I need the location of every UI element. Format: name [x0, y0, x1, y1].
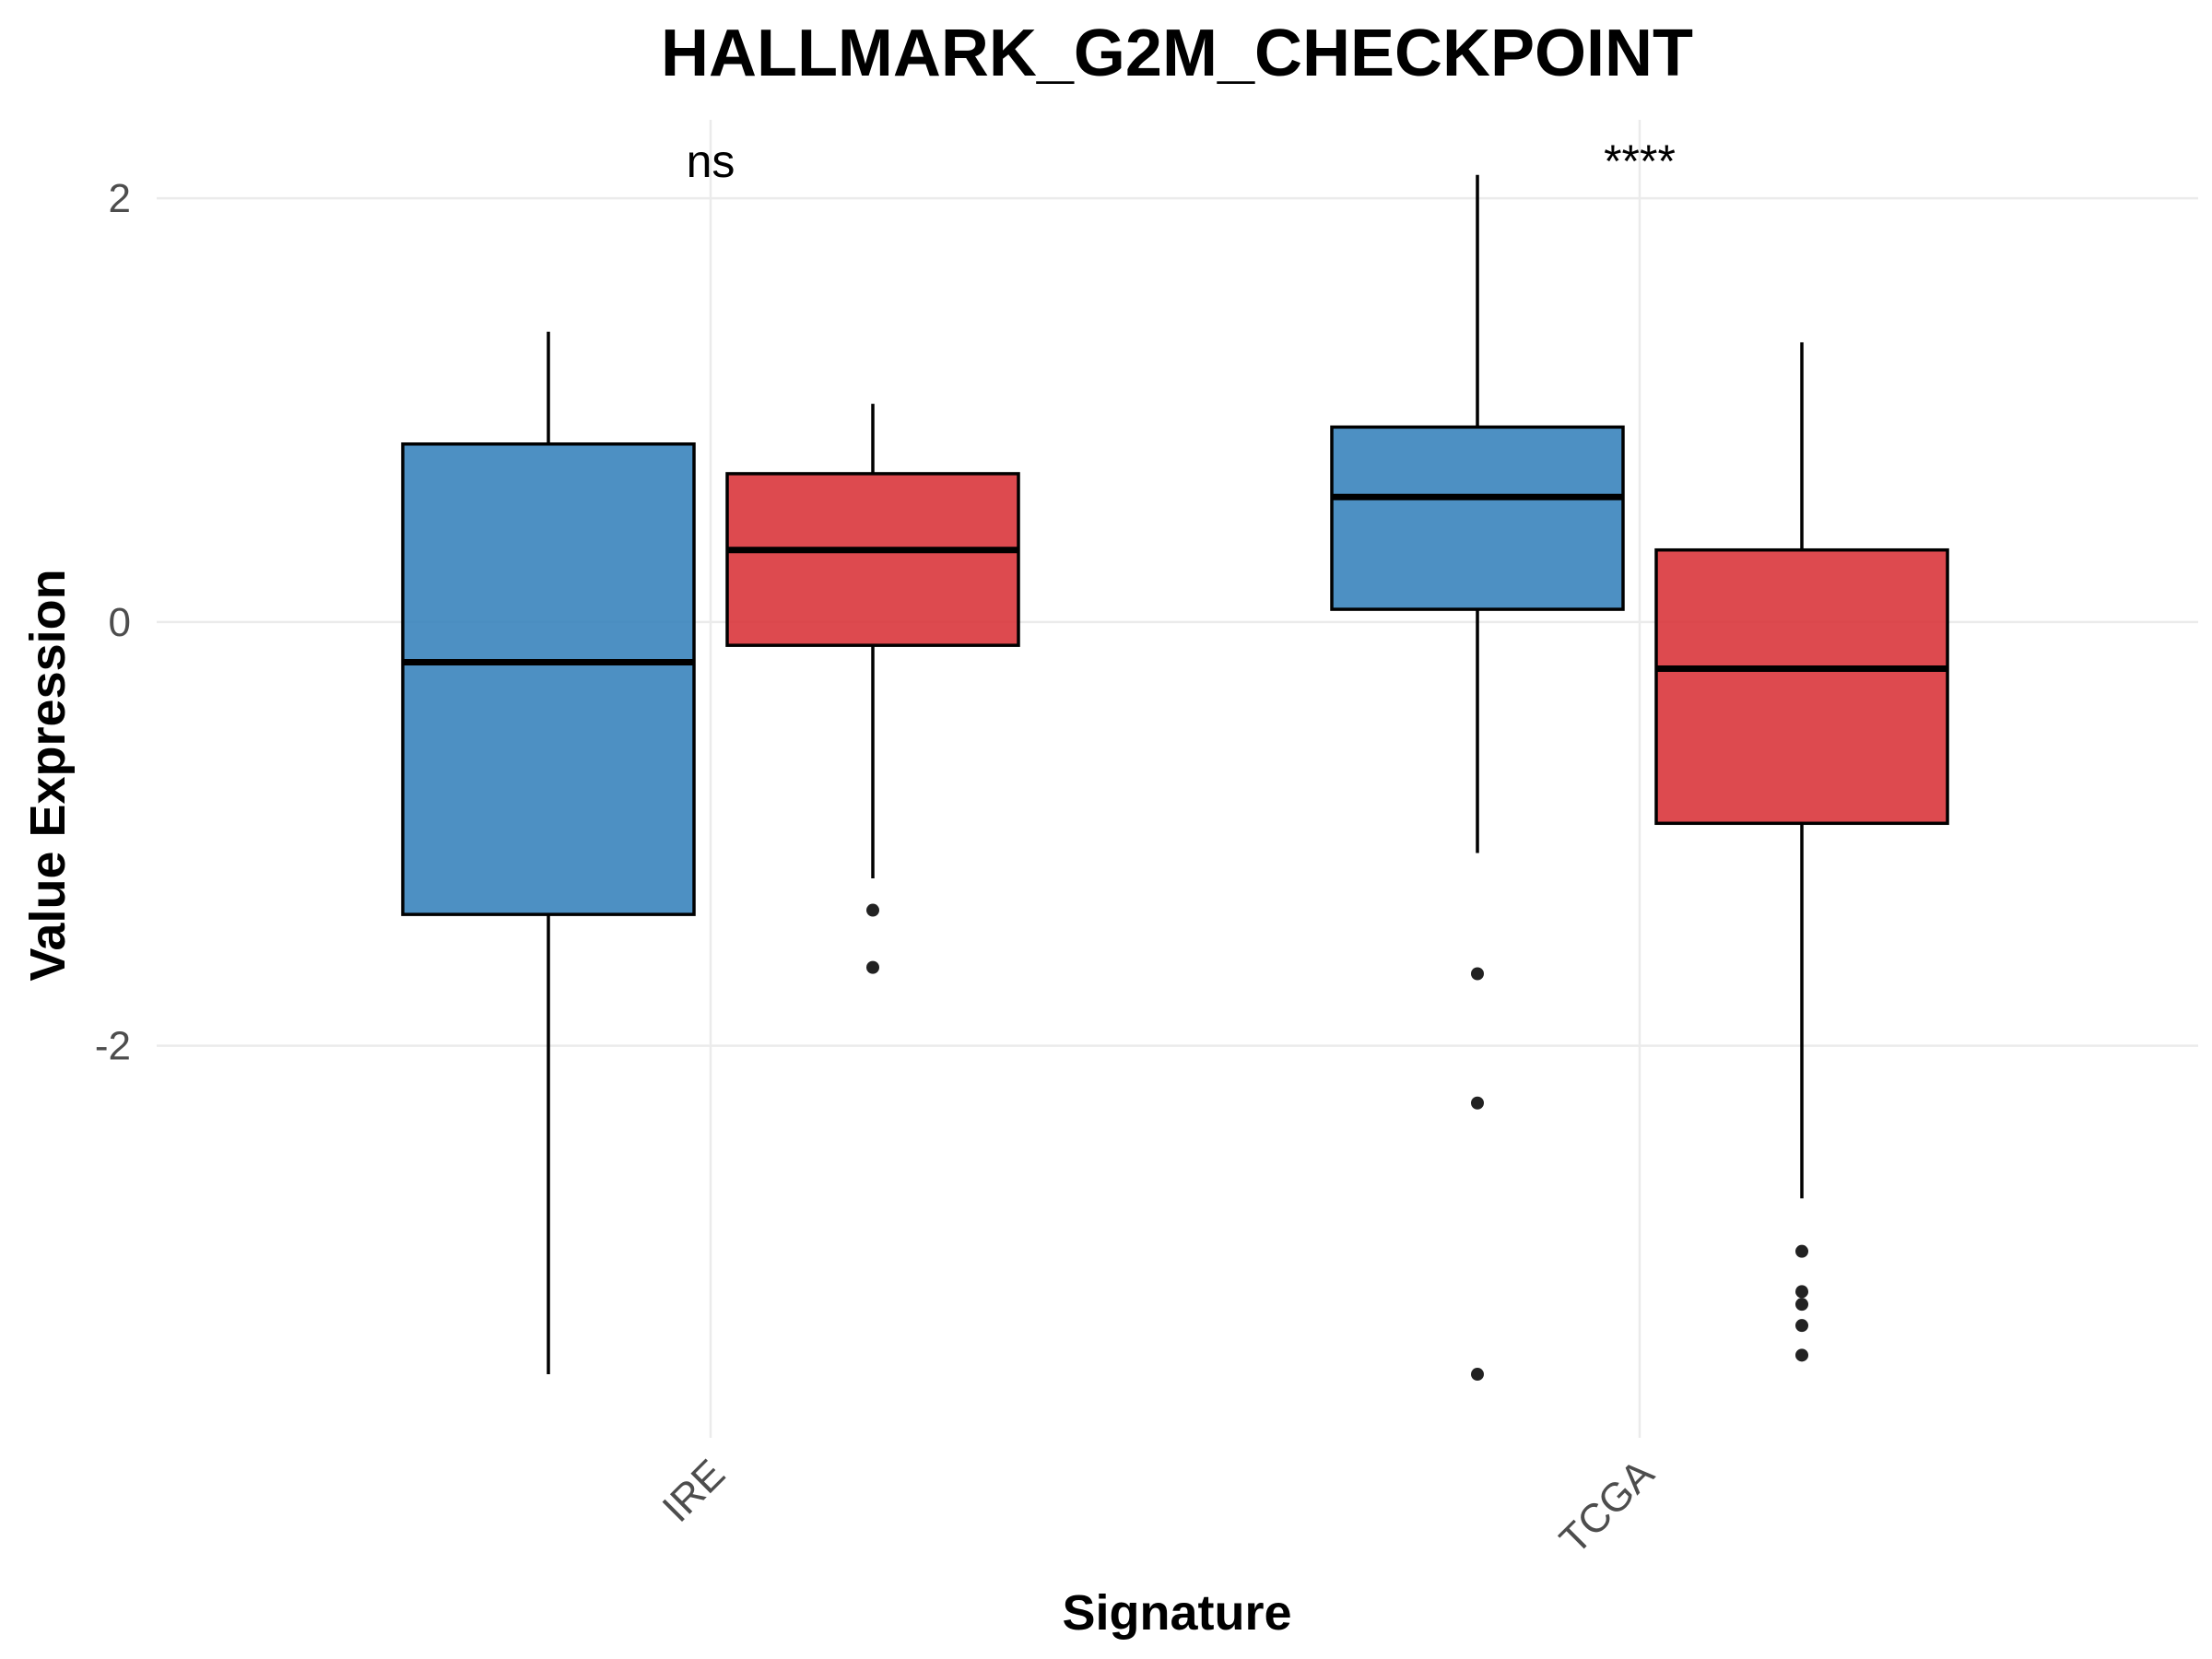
x-tick-label: IRE: [654, 1451, 735, 1531]
outlier-point: [1795, 1285, 1808, 1299]
outlier-point: [1471, 1096, 1484, 1110]
y-tick-label: -2: [95, 1024, 131, 1069]
box-iqr: [401, 442, 696, 916]
outlier-point: [866, 903, 879, 917]
outlier-point: [1795, 1244, 1808, 1258]
box-tcga-series-2: [1654, 342, 1949, 1362]
box-tcga-series-1: [1330, 174, 1625, 1382]
y-axis-title: Value Expression: [20, 569, 76, 981]
box-iqr: [1330, 425, 1625, 611]
outlier-point: [866, 960, 879, 974]
box-iqr: [725, 472, 1020, 647]
box-iqr: [1654, 547, 1949, 826]
chart-title: HALLMARK_G2M_CHECKPOINT: [661, 17, 1693, 90]
x-axis-title: Signature: [1062, 1585, 1291, 1641]
box-ire-series-1: [401, 331, 696, 1375]
significance-label: ns: [687, 135, 735, 187]
tick-labels: -2 0 2 IRE ns TCGA ****: [95, 135, 1676, 1563]
boxplot-series: [401, 174, 1949, 1382]
outlier-point: [1795, 1319, 1808, 1333]
x-tick-label: TCGA: [1551, 1451, 1664, 1563]
box-ire-series-2: [725, 404, 1020, 974]
outlier-point: [1795, 1348, 1808, 1362]
outlier-point: [1795, 1298, 1808, 1312]
significance-label: ****: [1604, 135, 1676, 187]
outlier-point: [1471, 967, 1484, 981]
y-tick-label: 2: [109, 176, 131, 221]
y-tick-label: 0: [109, 600, 131, 645]
outlier-point: [1471, 1368, 1484, 1382]
